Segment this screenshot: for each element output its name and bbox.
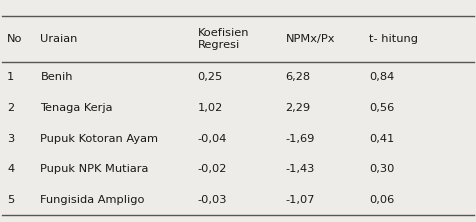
Text: 4: 4: [7, 164, 14, 174]
Text: 1: 1: [7, 72, 14, 83]
Text: t- hitung: t- hitung: [369, 34, 418, 44]
Text: 6,28: 6,28: [286, 72, 311, 83]
Text: 0,06: 0,06: [369, 195, 394, 205]
Text: 5: 5: [7, 195, 14, 205]
Text: -0,04: -0,04: [198, 134, 227, 144]
Text: Pupuk NPK Mutiara: Pupuk NPK Mutiara: [40, 164, 149, 174]
Text: -0,03: -0,03: [198, 195, 227, 205]
Text: -0,02: -0,02: [198, 164, 227, 174]
Text: 0,25: 0,25: [198, 72, 223, 83]
Text: 0,41: 0,41: [369, 134, 394, 144]
Text: 0,56: 0,56: [369, 103, 394, 113]
Text: 0,84: 0,84: [369, 72, 394, 83]
Text: Uraian: Uraian: [40, 34, 78, 44]
Text: 2,29: 2,29: [286, 103, 311, 113]
Text: 0,30: 0,30: [369, 164, 394, 174]
Text: 1,02: 1,02: [198, 103, 223, 113]
Text: 3: 3: [7, 134, 14, 144]
Text: No: No: [7, 34, 23, 44]
Text: Tenaga Kerja: Tenaga Kerja: [40, 103, 113, 113]
Text: -1,07: -1,07: [286, 195, 315, 205]
Text: Koefisien
Regresi: Koefisien Regresi: [198, 28, 249, 50]
Text: Fungisida Ampligo: Fungisida Ampligo: [40, 195, 145, 205]
Text: Benih: Benih: [40, 72, 73, 83]
Text: Pupuk Kotoran Ayam: Pupuk Kotoran Ayam: [40, 134, 159, 144]
Text: NPMx/Px: NPMx/Px: [286, 34, 335, 44]
Text: -1,43: -1,43: [286, 164, 315, 174]
Text: 2: 2: [7, 103, 14, 113]
Text: -1,69: -1,69: [286, 134, 315, 144]
